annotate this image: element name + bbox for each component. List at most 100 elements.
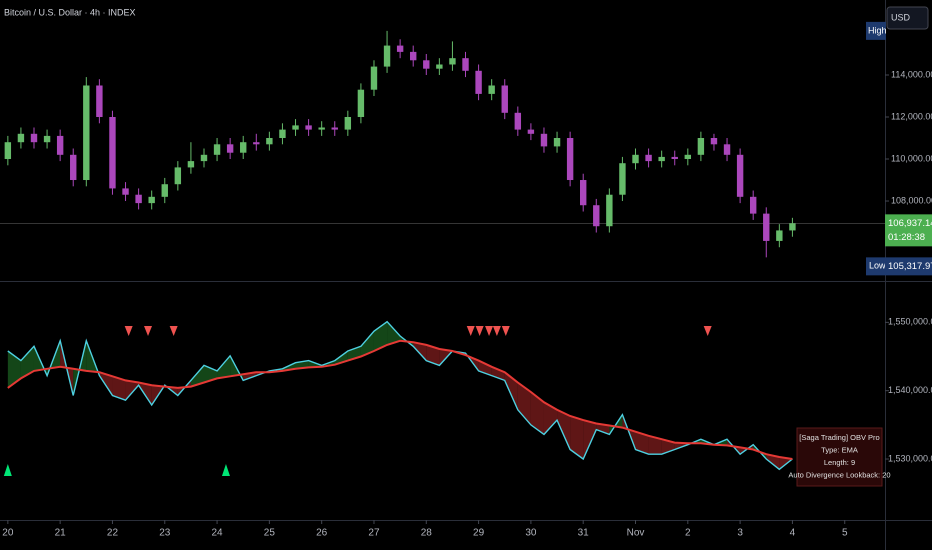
candle-body — [148, 196, 155, 204]
candle-body — [645, 154, 652, 162]
bullish-signal — [221, 464, 230, 476]
ema-line — [7, 339, 793, 460]
bearish-signal — [703, 326, 712, 336]
last-price-label: 106,937.14 — [888, 218, 932, 229]
bearish-signal — [475, 326, 484, 336]
y-tick-label: 108,000.00 — [891, 195, 932, 205]
candle-body — [514, 112, 522, 130]
y-tick-label: 1,540,000.00 — [888, 385, 932, 395]
x-tick-label: 20 — [2, 528, 14, 539]
x-tick-label: 28 — [421, 528, 433, 539]
candle-body — [122, 188, 129, 195]
low-value-label: 105,317.97 — [888, 261, 932, 272]
candle-body — [593, 205, 600, 227]
candle-body — [658, 156, 665, 162]
y-tick-label: 1,550,000.00 — [888, 317, 932, 327]
y-tick-label: 112,000.00 — [891, 111, 932, 121]
candle-body — [174, 167, 182, 185]
candle-body — [370, 66, 378, 90]
candle-body — [17, 133, 25, 143]
candle-body — [723, 144, 731, 155]
y-tick-label: 110,000.00 — [891, 153, 932, 163]
divergence-fill — [387, 321, 401, 345]
x-tick-label: 25 — [264, 528, 276, 539]
candle-body — [43, 135, 51, 143]
candle-body — [789, 223, 796, 231]
divergence-fill — [504, 372, 518, 410]
candle-body — [488, 85, 495, 94]
candle-body — [606, 194, 613, 227]
candle-body — [710, 138, 718, 145]
currency-label[interactable]: USD — [891, 12, 911, 22]
candle-body — [200, 154, 208, 162]
last-price-badge — [885, 214, 932, 247]
divergence-fill — [648, 435, 662, 455]
candle-body — [135, 194, 142, 204]
indicator-legend-text: Type: EMA — [821, 445, 858, 454]
divergence-fill — [596, 423, 610, 435]
candle-body — [462, 58, 469, 71]
candle-body — [697, 138, 705, 155]
x-tick-label: 3 — [737, 528, 743, 539]
candle-body — [30, 133, 38, 143]
bullish-signal — [3, 464, 12, 476]
candle-body — [344, 116, 352, 130]
candle-body — [4, 142, 12, 160]
candle-body — [187, 161, 195, 168]
currency-button[interactable] — [886, 6, 929, 30]
candle-body — [213, 144, 221, 155]
divergence-fill — [543, 402, 558, 435]
candle-body — [501, 85, 508, 113]
candle-body — [580, 180, 587, 206]
bearish-signal — [124, 326, 133, 336]
candle-body — [70, 154, 77, 181]
candle-body — [763, 213, 770, 241]
candle-body — [357, 89, 365, 117]
candle-body — [566, 138, 574, 181]
chart-title: Bitcoin / U.S. Dollar · 4h · INDEX — [4, 7, 136, 17]
bearish-signal — [169, 326, 178, 336]
candle-body — [83, 85, 90, 181]
candle-body — [266, 138, 273, 145]
divergence-fill — [517, 382, 531, 425]
candle-body — [109, 116, 116, 189]
divergence-fill — [635, 431, 649, 455]
candle-body — [684, 154, 692, 160]
divergence-fill — [766, 454, 780, 470]
indicator-legend-text: Length: 9 — [824, 458, 855, 467]
candle-body — [56, 135, 64, 155]
indicator-legend-text: Auto Divergence Lookback: 20 — [788, 470, 890, 479]
divergence-fill — [217, 355, 231, 379]
divergence-fill — [426, 344, 440, 366]
x-tick-label: 27 — [368, 528, 380, 539]
divergence-fill — [557, 409, 571, 450]
y-tick-label: 114,000.00 — [891, 69, 932, 79]
candle-body — [383, 45, 391, 67]
obv-line — [7, 320, 793, 471]
candle-body — [96, 85, 103, 117]
high-badge-label: High — [868, 25, 887, 35]
candle-body — [553, 138, 561, 147]
candle-body — [619, 163, 626, 195]
x-tick-label: 4 — [790, 528, 796, 539]
divergence-fill — [125, 380, 139, 401]
x-tick-label: Nov — [627, 528, 645, 539]
x-tick-label: 30 — [525, 528, 537, 539]
x-tick-label: 29 — [473, 528, 485, 539]
candle-body — [671, 156, 678, 160]
low-value-badge — [885, 257, 932, 276]
candle-body — [449, 58, 456, 65]
countdown-label: 01:28:38 — [888, 232, 925, 243]
divergence-fill — [7, 351, 21, 388]
candle-body — [749, 196, 757, 214]
divergence-fill — [583, 420, 597, 460]
candle-body — [632, 154, 639, 164]
divergence-fill — [360, 331, 374, 357]
candle-body — [410, 51, 417, 61]
x-tick-label: 22 — [107, 528, 119, 539]
candle-body — [318, 127, 325, 130]
candle-body — [423, 60, 430, 69]
candle-body — [240, 142, 247, 153]
